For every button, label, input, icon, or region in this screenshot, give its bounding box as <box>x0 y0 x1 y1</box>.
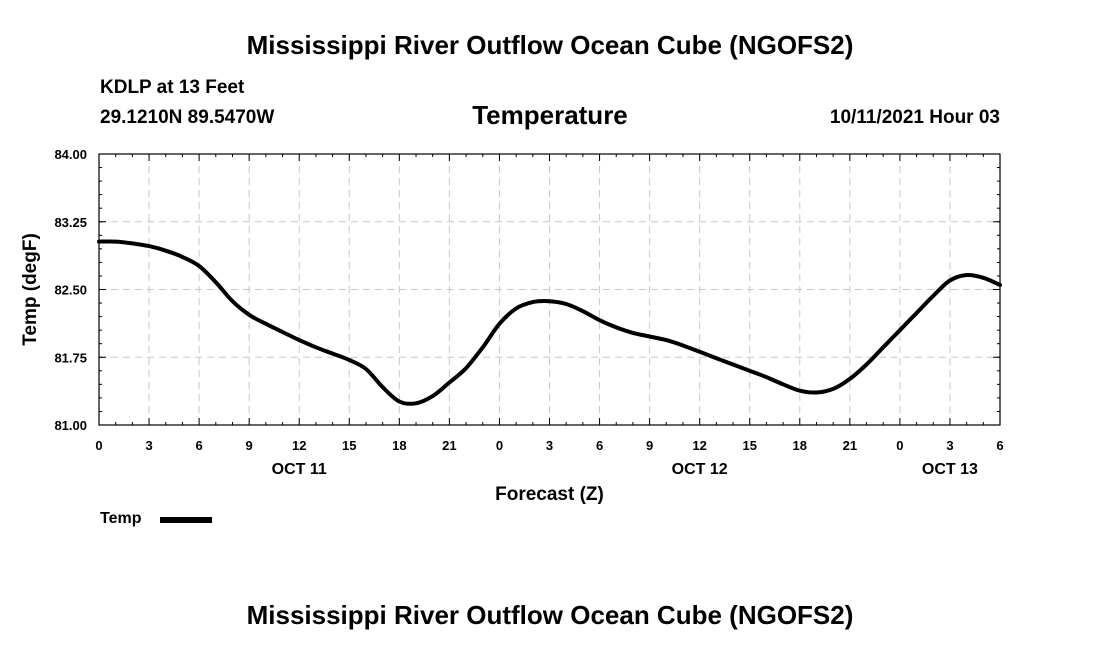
chart-subtitle: Temperature <box>472 100 628 130</box>
x-tick-label: 15 <box>342 438 356 453</box>
x-tick-label: 6 <box>996 438 1003 453</box>
x-tick-label: 18 <box>392 438 406 453</box>
station-label: KDLP at 13 Feet <box>100 77 245 98</box>
x-tick-label: 0 <box>896 438 903 453</box>
x-date-label: OCT 11 <box>272 461 327 478</box>
x-tick-label: 9 <box>246 438 253 453</box>
x-tick-label: 12 <box>692 438 706 453</box>
series-line-temp <box>97 239 1002 406</box>
x-tick-label: 21 <box>442 438 456 453</box>
legend-line-swatch <box>160 517 212 523</box>
y-tick-label: 82.50 <box>54 283 87 298</box>
x-tick-label: 6 <box>596 438 603 453</box>
x-tick-label: 9 <box>646 438 653 453</box>
forecast-datetime: 10/11/2021 Hour 03 <box>829 107 1000 128</box>
x-axis-title: Forecast (Z) <box>495 484 604 505</box>
y-tick-label: 81.75 <box>54 350 87 365</box>
coordinates-label: 29.1210N 89.5470W <box>100 107 275 128</box>
x-tick-label: 3 <box>546 438 553 453</box>
chart-title: Mississippi River Outflow Ocean Cube (NG… <box>246 30 854 60</box>
axis-labels: 0 3 6 9 12 15 18 21 0 3 6 9 12 15 18 21 0 3 6 81.00 81.75 82.… <box>20 147 1004 505</box>
x-tick-label: 15 <box>742 438 756 453</box>
x-tick-label: 18 <box>793 438 807 453</box>
y-tick-label: 83.25 <box>54 215 87 230</box>
x-tick-label: 0 <box>496 438 503 453</box>
legend-label: Temp <box>100 510 142 527</box>
y-tick-label: 81.00 <box>54 418 87 433</box>
x-tick-label: 21 <box>843 438 857 453</box>
x-tick-label: 12 <box>292 438 306 453</box>
footer-title: Mississippi River Outflow Ocean Cube (NG… <box>246 600 854 630</box>
x-tick-label: 6 <box>195 438 202 453</box>
x-tick-label: 0 <box>95 438 102 453</box>
plot-frame <box>98 153 1001 426</box>
series-layer <box>97 239 1002 406</box>
y-tick-label: 84.00 <box>54 147 87 162</box>
grid-lines <box>99 154 1000 425</box>
x-tick-label: 3 <box>145 438 152 453</box>
x-date-label: OCT 12 <box>672 461 728 478</box>
x-date-label: OCT 13 <box>922 461 978 478</box>
y-axis-title: Temp (degF) <box>20 233 41 346</box>
x-tick-label: 3 <box>946 438 953 453</box>
